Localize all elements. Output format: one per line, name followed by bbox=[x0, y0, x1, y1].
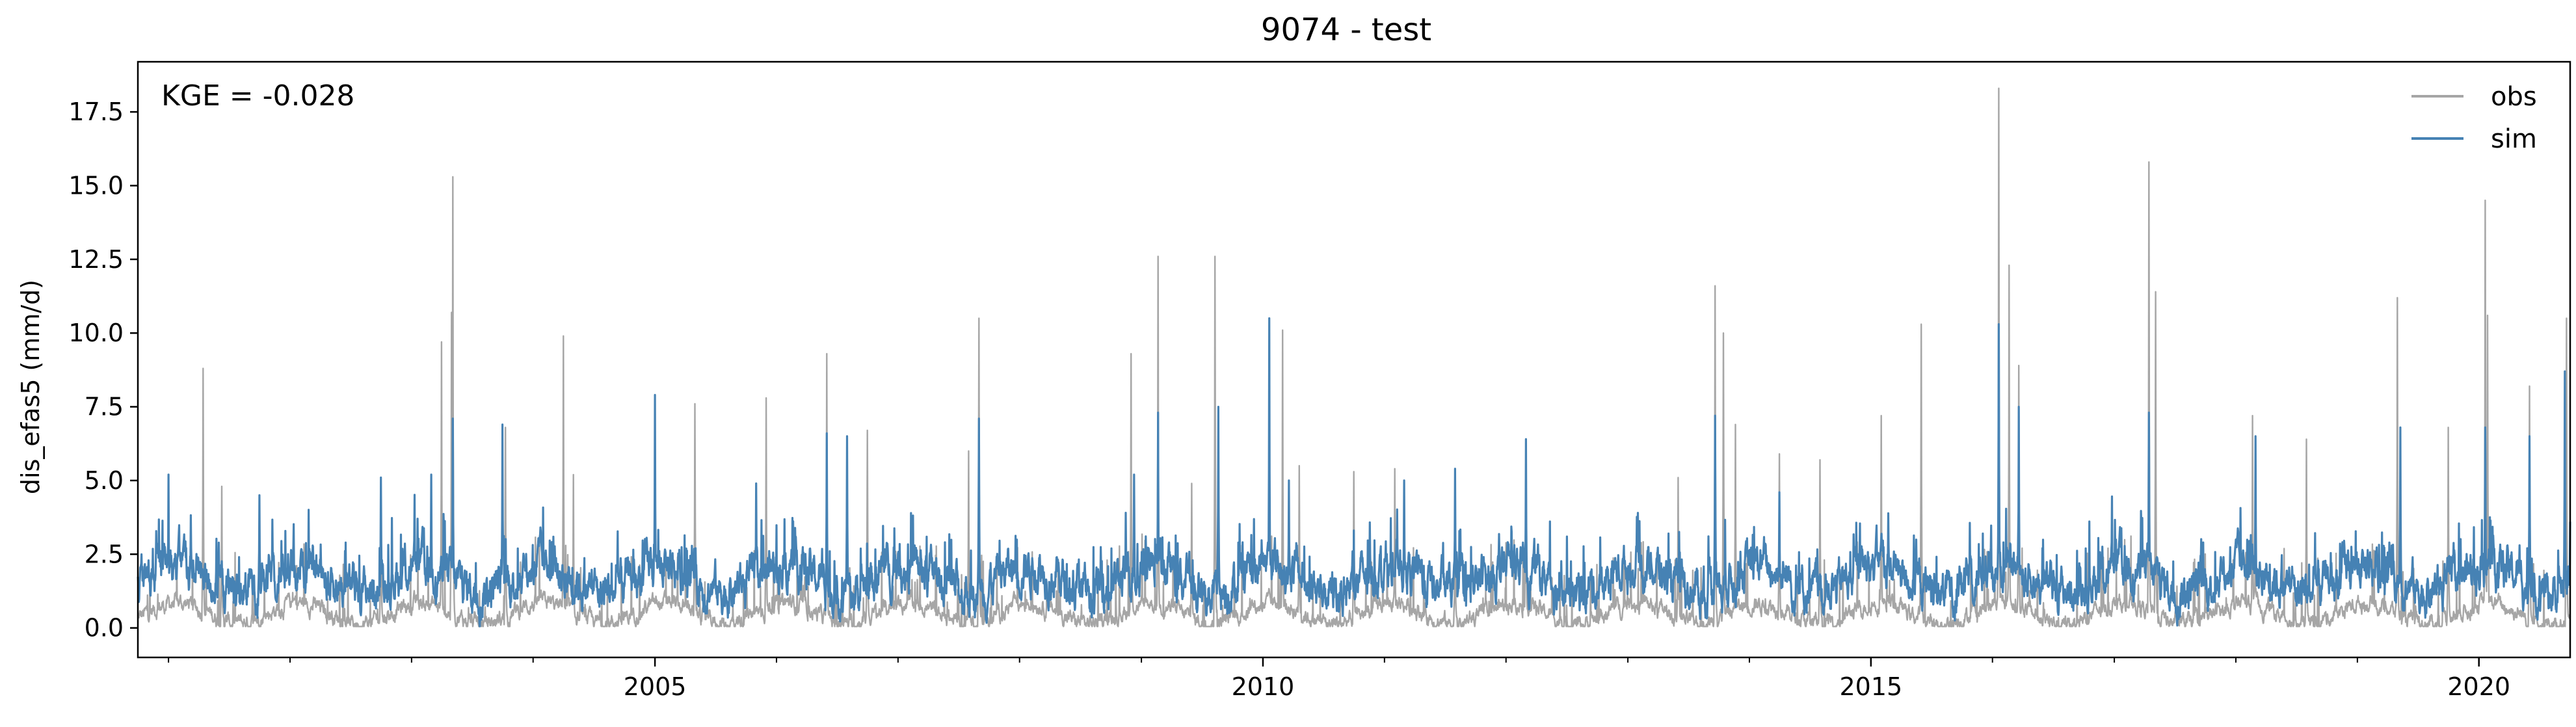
y-tick-label: 0.0 bbox=[85, 614, 124, 642]
legend: obs sim bbox=[2411, 82, 2537, 154]
series-line-obs bbox=[137, 87, 2571, 628]
plot-area bbox=[137, 87, 2571, 628]
series-line-sim bbox=[137, 317, 2571, 628]
y-axis-label: dis_efas5 (mm/d) bbox=[16, 280, 45, 494]
y-tick-label: 5.0 bbox=[85, 466, 124, 495]
y-tick-label: 2.5 bbox=[85, 540, 124, 568]
x-tick-label: 2015 bbox=[1839, 672, 1902, 701]
legend-sim-label: sim bbox=[2491, 124, 2537, 154]
y-tick-label: 17.5 bbox=[68, 98, 124, 126]
legend-obs-label: obs bbox=[2491, 82, 2537, 112]
y-tick-label: 15.0 bbox=[68, 171, 124, 200]
x-tick-label: 2020 bbox=[2447, 672, 2510, 701]
kge-annotation: KGE = -0.028 bbox=[161, 79, 354, 112]
chart-title: 9074 - test bbox=[1261, 12, 1431, 48]
x-tick-label: 2005 bbox=[624, 672, 687, 701]
x-tick-label: 2010 bbox=[1232, 672, 1295, 701]
plot-frame bbox=[137, 60, 2571, 659]
y-tick-label: 12.5 bbox=[68, 245, 124, 274]
y-tick-label: 7.5 bbox=[85, 393, 124, 421]
axes: 0.0 2.5 5.0 7.5 10.0 12.5 15.0 17.5 2005 2010 2015… bbox=[68, 98, 2510, 701]
y-tick-label: 10.0 bbox=[68, 319, 124, 347]
